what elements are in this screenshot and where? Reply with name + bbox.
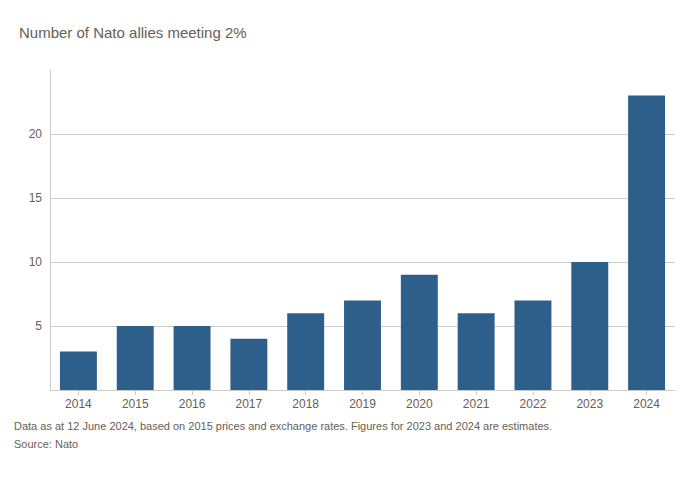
svg-text:Source: Nato: Source: Nato xyxy=(14,438,78,450)
svg-text:Number of Nato allies meeting: Number of Nato allies meeting 2% xyxy=(19,24,247,41)
svg-text:Data as at 12 June 2024, based: Data as at 12 June 2024, based on 2015 p… xyxy=(14,420,552,432)
svg-text:10: 10 xyxy=(29,255,43,269)
svg-text:2014: 2014 xyxy=(65,397,92,411)
svg-text:20: 20 xyxy=(29,127,43,141)
svg-text:2016: 2016 xyxy=(179,397,206,411)
svg-text:2022: 2022 xyxy=(520,397,547,411)
svg-text:2017: 2017 xyxy=(236,397,263,411)
svg-text:2020: 2020 xyxy=(406,397,433,411)
svg-text:2015: 2015 xyxy=(122,397,149,411)
svg-text:15: 15 xyxy=(29,191,43,205)
svg-text:2019: 2019 xyxy=(349,397,376,411)
svg-text:2018: 2018 xyxy=(292,397,319,411)
svg-text:2021: 2021 xyxy=(463,397,490,411)
svg-text:2024: 2024 xyxy=(633,397,660,411)
svg-text:2023: 2023 xyxy=(576,397,603,411)
svg-text:5: 5 xyxy=(35,319,42,333)
